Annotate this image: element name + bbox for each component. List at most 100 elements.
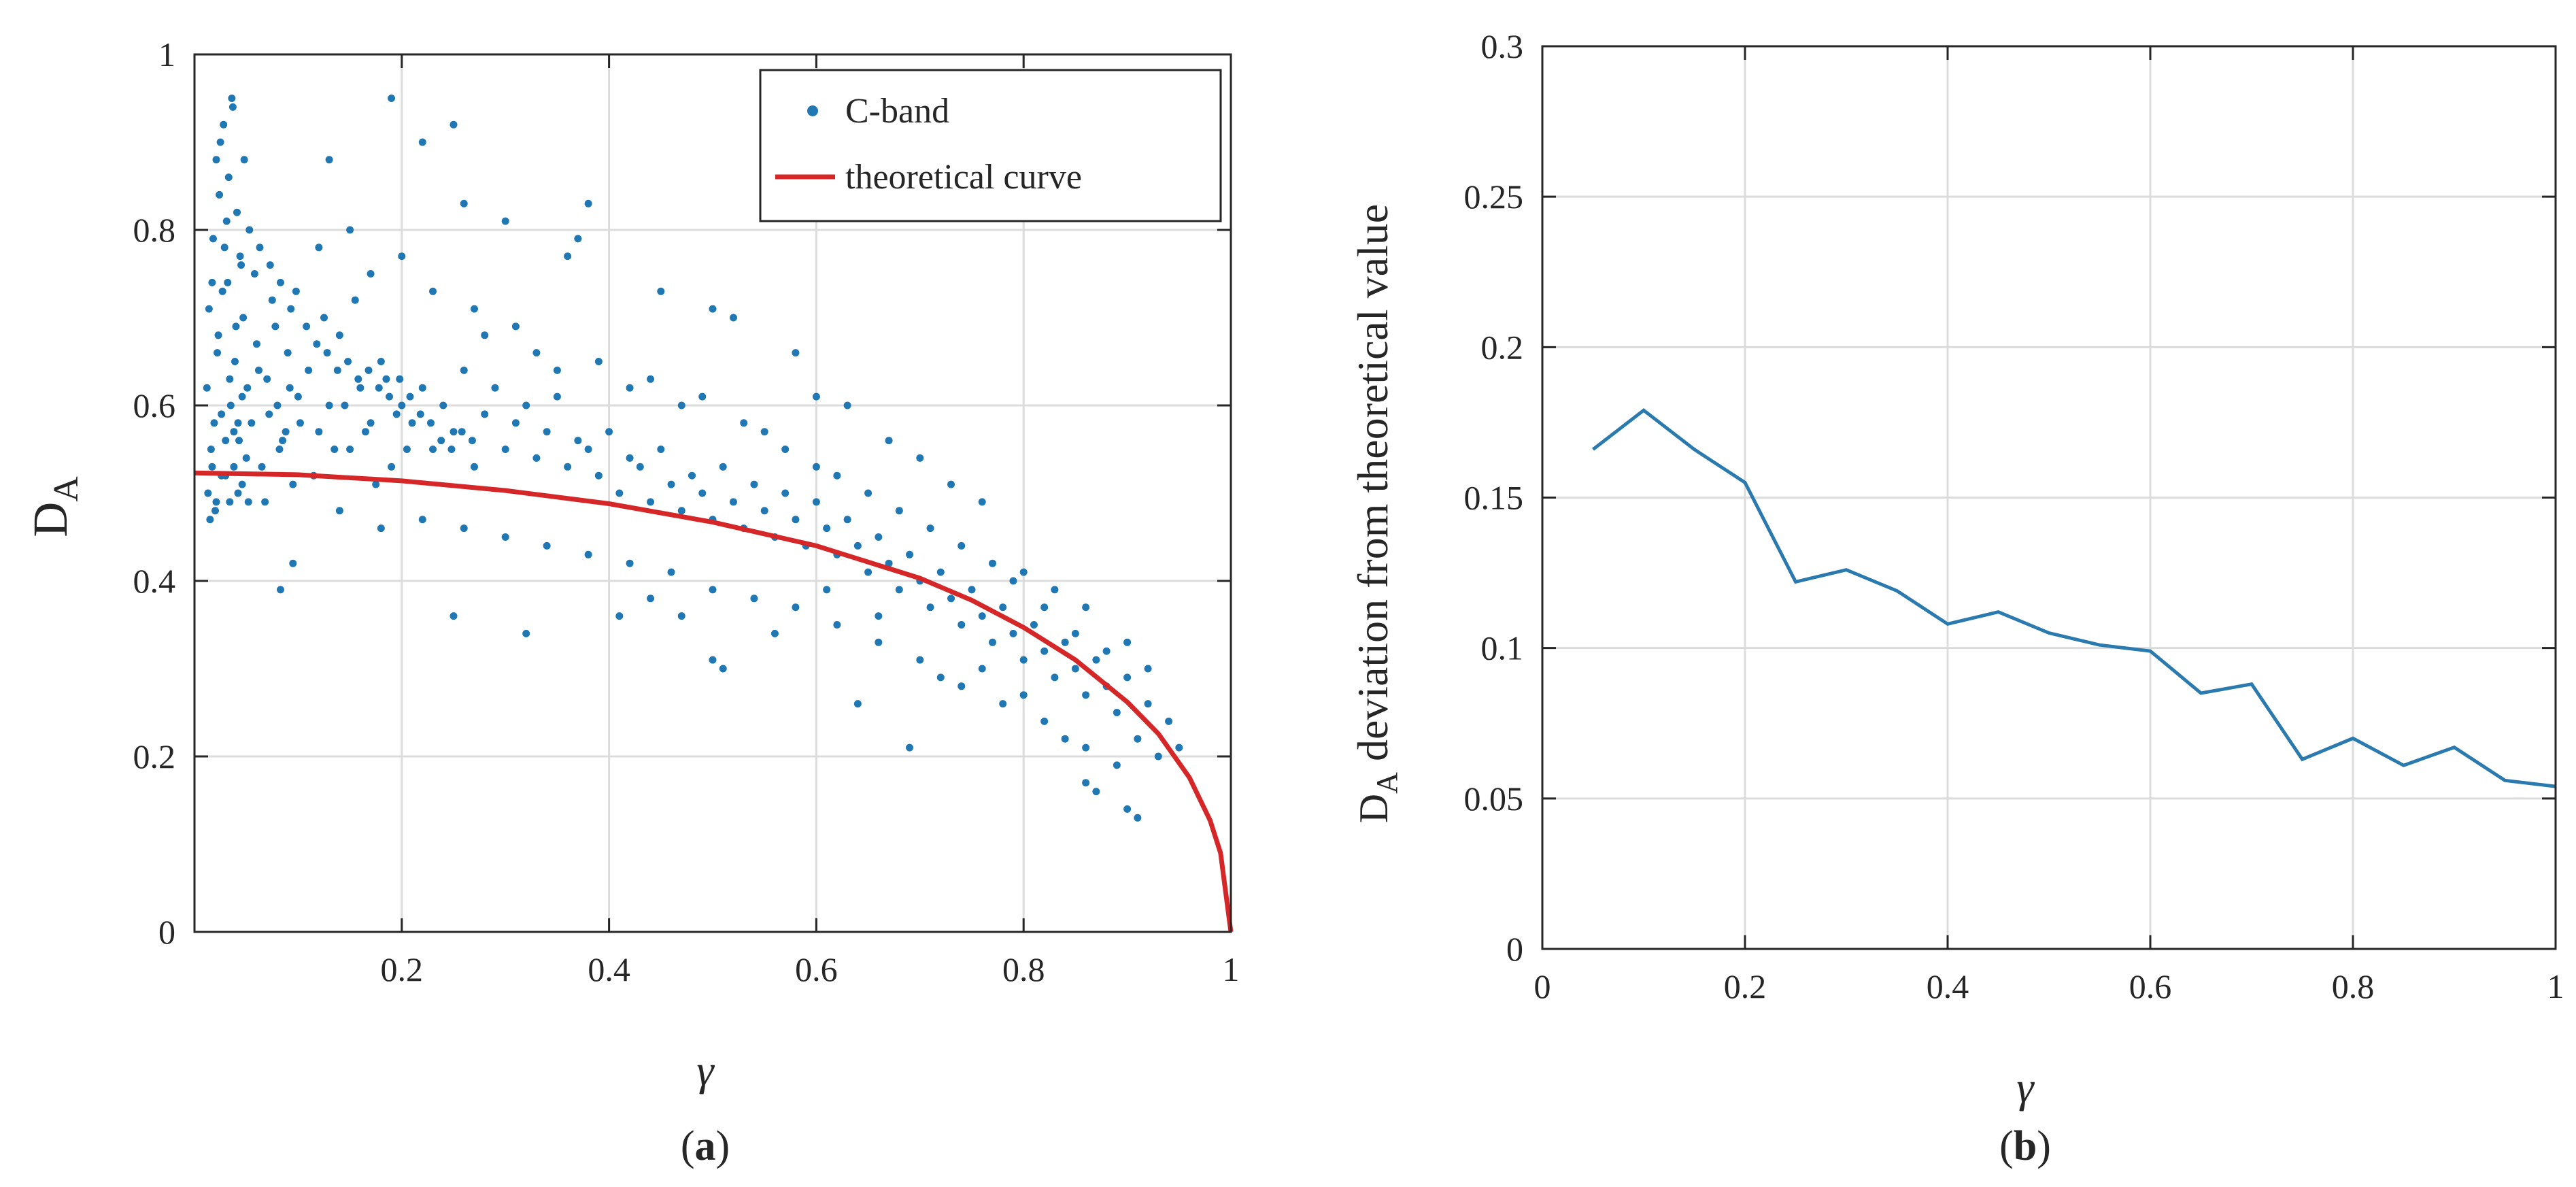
scatter-point: [709, 586, 717, 594]
scatter-point: [276, 278, 284, 286]
scatter-point: [242, 454, 250, 462]
scatter-point: [203, 384, 211, 392]
panel-a-y-tick-labels: 0 0.2 0.4 0.6 0.8 1: [133, 35, 176, 951]
scatter-point: [543, 541, 551, 550]
ylabel-main: D: [23, 502, 78, 537]
scatter-point: [209, 235, 217, 243]
scatter-point: [276, 586, 284, 594]
scatter-point: [750, 480, 758, 488]
scatter-point: [228, 95, 236, 102]
scatter-point: [574, 235, 582, 243]
scatter-point: [325, 156, 333, 164]
scatter-point: [418, 138, 426, 146]
scatter-point: [1071, 665, 1079, 673]
caption-letter: b: [2014, 1123, 2037, 1169]
scatter-point: [367, 270, 375, 278]
scatter-point: [305, 366, 313, 374]
scatter-point: [1082, 779, 1090, 787]
ylabel-rest: deviation from theoretical value: [1349, 204, 1397, 772]
scatter-point: [460, 366, 468, 374]
scatter-point: [481, 410, 489, 418]
scatter-point: [233, 208, 241, 216]
scatter-point: [1019, 691, 1028, 699]
scatter-point: [792, 516, 800, 524]
scatter-point: [615, 612, 624, 620]
scatter-point: [1051, 673, 1059, 682]
scatter-point: [268, 296, 276, 304]
scatter-point: [947, 480, 955, 488]
scatter-point: [1040, 717, 1049, 725]
scatter-point: [426, 419, 435, 427]
scatter-point: [719, 665, 727, 673]
scatter-point: [853, 700, 862, 708]
scatter-point: [204, 489, 212, 497]
scatter-point: [636, 463, 644, 471]
scatter-point: [218, 287, 226, 295]
scatter-point: [207, 446, 215, 453]
legend-marker-c-band: [807, 105, 818, 116]
scatter-point: [261, 498, 269, 506]
scatter-point: [271, 322, 279, 331]
panel-a-scatter-points: [203, 95, 1183, 822]
scatter-point: [447, 446, 456, 453]
scatter-point: [657, 446, 665, 453]
scatter-point: [1040, 603, 1049, 612]
scatter-point: [1009, 577, 1017, 585]
scatter-point: [235, 437, 243, 445]
scatter-point: [1082, 603, 1090, 612]
ylabel-subscript: A: [1370, 772, 1404, 794]
scatter-point: [626, 559, 634, 567]
scatter-point: [875, 638, 883, 646]
scatter-point: [377, 524, 385, 533]
scatter-point: [906, 550, 914, 558]
scatter-point: [208, 463, 216, 471]
panel-b-x-tick-labels: 0 0.2 0.4 0.6 0.8 1: [1534, 967, 2564, 1005]
scatter-point: [1123, 638, 1132, 646]
scatter-point: [323, 349, 331, 357]
scatter-point: [626, 384, 634, 392]
scatter-point: [1175, 743, 1183, 752]
scatter-point: [231, 358, 239, 365]
y-tick-label: 0.05: [1464, 780, 1524, 818]
scatter-point: [375, 384, 383, 392]
x-tick-label: 0.2: [1724, 967, 1767, 1005]
scatter-point: [356, 384, 365, 392]
panel-a-ticks: [194, 53, 1232, 933]
legend-label-c-band: C-band: [845, 92, 949, 131]
scatter-point: [978, 498, 986, 506]
scatter-point: [698, 392, 707, 401]
scatter-point: [729, 314, 737, 322]
scatter-point: [254, 366, 262, 374]
scatter-point: [511, 419, 520, 427]
y-tick-label: 0: [158, 913, 175, 951]
panel-b-y-axis-label: DA deviation from theoretical value: [1349, 204, 1404, 823]
scatter-point: [450, 612, 458, 620]
scatter-point: [853, 541, 862, 550]
panel-b-gridlines: [1541, 45, 2557, 950]
scatter-point: [1092, 788, 1100, 796]
scatter-point: [250, 270, 258, 278]
scatter-point: [228, 103, 237, 111]
scatter-point: [885, 559, 893, 567]
scatter-point: [906, 743, 914, 752]
scatter-point: [377, 358, 385, 365]
scatter-point: [296, 419, 304, 427]
scatter-point: [968, 586, 976, 594]
scatter-point: [729, 498, 737, 506]
scatter-point: [936, 568, 945, 576]
scatter-point: [214, 331, 222, 339]
scatter-point: [740, 419, 748, 427]
scatter-point: [947, 595, 955, 603]
panel-b-line-chart: 0 0.2 0.4 0.6 0.8 1 00.050.10.150.20.250.3 γ …: [1349, 27, 2564, 1169]
scatter-point: [999, 700, 1007, 708]
panel-b-x-axis-label: γ: [2016, 1063, 2035, 1111]
scatter-point: [248, 419, 256, 427]
scatter-point: [1061, 638, 1069, 646]
x-tick-label: 0.4: [1927, 967, 1969, 1005]
scatter-point: [292, 287, 300, 295]
panel-b-caption: (b): [1999, 1123, 2051, 1169]
scatter-point: [289, 480, 297, 488]
scatter-point: [543, 428, 551, 436]
scatter-point: [1051, 586, 1059, 594]
y-tick-label: 0.25: [1464, 178, 1524, 216]
